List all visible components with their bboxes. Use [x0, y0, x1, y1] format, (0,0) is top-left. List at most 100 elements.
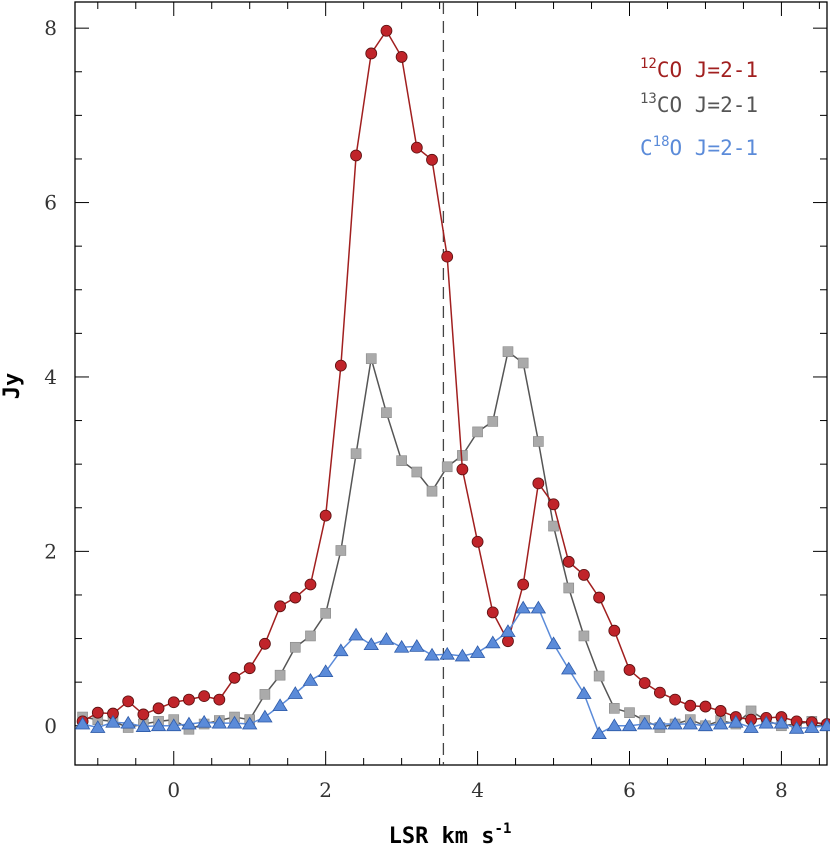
data-point — [289, 641, 301, 653]
data-point — [426, 153, 438, 166]
data-point — [533, 436, 544, 447]
data-point — [380, 24, 393, 37]
y-tick-label: 6 — [44, 191, 57, 215]
data-point — [532, 477, 545, 490]
legend-entry: 12CO J=2-1 — [640, 56, 758, 82]
data-point — [228, 671, 241, 684]
data-point — [272, 698, 288, 712]
data-point — [259, 689, 271, 700]
data-point — [426, 485, 438, 497]
data-point — [609, 703, 620, 714]
data-point — [409, 639, 425, 652]
y-axis-label: Jy — [0, 373, 25, 400]
data-point — [152, 702, 165, 715]
data-point — [485, 635, 501, 649]
x-tick-label: 4 — [471, 778, 484, 802]
x-axis-label: LSR km s-1 — [389, 821, 512, 849]
axis-ticks — [75, 2, 827, 765]
data-point — [441, 461, 453, 473]
data-point — [454, 648, 471, 662]
data-point — [304, 578, 317, 591]
data-point — [90, 720, 106, 733]
data-point — [593, 670, 605, 682]
plot-border — [74, 1, 828, 766]
data-point — [669, 693, 681, 706]
data-point — [545, 636, 562, 650]
data-point — [258, 637, 271, 650]
data-point — [728, 714, 744, 728]
legend-label: O J=2-1 — [670, 136, 759, 160]
data-point — [289, 591, 302, 604]
data-point — [636, 716, 653, 730]
y-tick-label: 0 — [44, 714, 57, 738]
data-point — [819, 718, 830, 732]
data-point — [317, 664, 334, 678]
data-point — [213, 693, 226, 706]
data-point — [150, 718, 167, 732]
data-point — [120, 715, 136, 729]
x-tick-label: 0 — [167, 778, 180, 802]
legend-superscript: 13 — [640, 91, 657, 107]
data-point — [335, 545, 347, 556]
data-point — [578, 630, 590, 642]
data-point — [350, 149, 362, 162]
data-point — [350, 448, 362, 459]
data-point — [502, 346, 514, 357]
data-point — [396, 455, 407, 466]
data-point — [758, 715, 774, 729]
data-point — [773, 715, 790, 729]
data-point — [166, 718, 182, 732]
data-point — [439, 646, 455, 660]
data-point — [211, 715, 228, 729]
series-line — [82, 607, 828, 735]
data-point — [167, 696, 180, 709]
axis-labels: LSR km s-1 Jy — [0, 373, 511, 849]
x-tick-label: 6 — [623, 778, 636, 802]
data-point — [500, 624, 516, 637]
x-tick-label: 2 — [319, 778, 332, 802]
series-1 — [77, 346, 830, 735]
data-point — [515, 600, 531, 614]
data-point — [621, 718, 638, 732]
data-point — [183, 693, 195, 706]
data-point — [381, 407, 392, 419]
data-point — [487, 416, 499, 427]
data-point — [226, 715, 243, 729]
data-point — [548, 520, 559, 532]
data-point — [517, 578, 530, 591]
legend-entry: 13CO J=2-1 — [640, 91, 758, 117]
legend-superscript: 18 — [653, 134, 670, 150]
data-point — [486, 606, 499, 619]
data-point — [378, 632, 395, 645]
data-point — [712, 716, 729, 730]
data-point — [135, 719, 152, 732]
data-point — [424, 647, 440, 661]
data-point — [441, 250, 454, 263]
data-point — [788, 721, 805, 734]
data-point — [804, 720, 820, 733]
data-point — [743, 720, 759, 733]
data-point — [411, 466, 423, 478]
data-point — [530, 600, 547, 614]
tick-labels: 0 2 4 6 8 0 2 4 6 8 — [44, 16, 788, 802]
data-point — [365, 353, 377, 364]
data-point — [667, 716, 683, 730]
data-point — [593, 591, 606, 604]
data-point — [699, 700, 712, 713]
data-point — [469, 645, 486, 658]
data-point — [257, 709, 273, 723]
data-point — [684, 699, 697, 712]
data-point — [74, 716, 91, 730]
data-point — [714, 705, 727, 717]
data-point — [105, 714, 121, 728]
data-point — [471, 535, 484, 548]
data-point — [196, 714, 212, 728]
data-point — [638, 677, 651, 689]
data-point — [591, 726, 607, 739]
legend-prefix: C — [640, 136, 653, 160]
series-line — [82, 350, 828, 731]
series-0 — [76, 24, 830, 730]
x-tick-label: 8 — [775, 778, 788, 802]
data-point — [623, 664, 636, 676]
